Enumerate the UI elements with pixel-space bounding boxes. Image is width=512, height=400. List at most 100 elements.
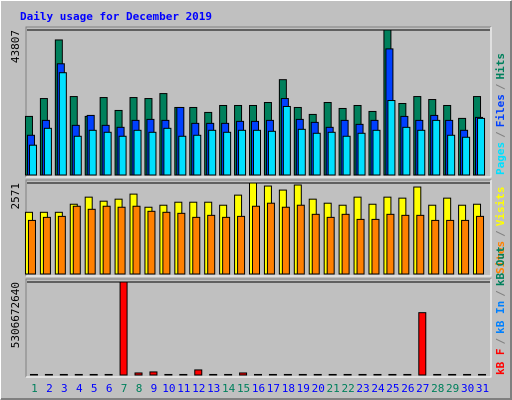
x-tick-label: 13 [207,382,220,395]
bar [209,373,218,376]
bar [313,373,322,376]
bar [192,216,201,275]
x-tick-label: 5 [91,382,98,395]
bar [432,119,441,176]
bar [416,214,425,275]
bar [431,219,440,275]
legend-entry: kB F [494,349,507,376]
y-tick-label: 2571 [9,183,22,210]
x-tick-label: 15 [237,382,250,395]
y-tick-label: 5306672640 [9,282,22,348]
bar [148,131,157,176]
bar [58,72,67,176]
bar [297,128,306,176]
bar [252,205,260,275]
panel-frame-light [26,27,492,178]
bar [373,373,382,376]
bar [266,202,275,275]
bar [448,373,457,376]
bar [237,215,246,275]
bar [478,373,487,376]
x-tick-label: 14 [222,382,236,395]
bar [162,211,171,275]
bar [88,129,97,176]
bar [461,219,470,275]
bar [371,218,380,275]
x-tick-label: 6 [106,382,113,395]
legend: Pages / Files / Hits [494,53,507,175]
bar [59,373,68,376]
bar [326,216,335,275]
bar [179,373,188,376]
x-tick-label: 17 [267,382,280,395]
bar [357,132,366,176]
x-tick-label: 27 [416,382,429,395]
legend-entry: Visits [494,187,507,227]
bar [89,373,98,376]
bar [298,373,307,376]
x-tick-label: 30 [461,382,474,395]
bar [356,218,365,275]
x-tick-label: 31 [476,382,489,395]
legend: kB F / kB In / kB Out [494,246,507,375]
legend-entry: Pages [494,142,507,175]
bar [238,129,247,176]
x-tick-label: 24 [371,382,385,395]
x-tick-label: 2 [46,382,53,395]
bar [177,212,186,275]
bar [29,373,38,376]
bar [134,372,143,376]
bar [418,312,427,376]
legend-entry: kB In [494,301,507,334]
bar [103,131,112,176]
bar [118,135,127,176]
legend-separator: / [494,230,507,237]
bar [283,373,292,376]
legend-entry: Files [494,94,507,127]
bar [372,129,381,176]
bar [239,372,248,376]
x-tick-label: 4 [76,382,83,395]
bar [147,210,156,275]
x-tick-label: 1 [31,382,38,395]
panel-frame-dark [25,278,491,377]
bar [253,129,261,176]
bar [207,214,216,275]
legend-entry: kB Out [494,246,507,286]
bar [402,126,411,176]
bar [296,204,305,275]
bar [328,373,337,376]
bar [341,213,350,275]
x-tick-label: 19 [297,382,310,395]
bar [267,130,276,176]
bar [117,206,126,275]
bar [57,215,66,275]
bar [74,373,83,376]
bar [73,135,82,176]
legend-separator: / [494,290,507,297]
bar [343,373,352,376]
bar [446,219,455,275]
bar [42,216,51,275]
bar [44,373,53,376]
x-tick-label: 22 [341,382,354,395]
bar [254,373,262,376]
bar [119,281,128,376]
x-tick-label: 28 [431,382,444,395]
bar [463,373,472,376]
bar [102,205,111,275]
panel-frame-light [26,279,492,378]
bar [208,129,217,176]
x-tick-label: 29 [446,382,459,395]
bar [222,216,231,275]
bar [193,134,202,176]
legend: Sites / Visits [494,187,507,275]
bar [87,208,96,275]
bar [312,132,321,176]
x-tick-label: 16 [252,382,265,395]
bar [178,135,187,176]
x-tick-label: 26 [401,382,414,395]
x-tick-label: 21 [327,382,340,395]
